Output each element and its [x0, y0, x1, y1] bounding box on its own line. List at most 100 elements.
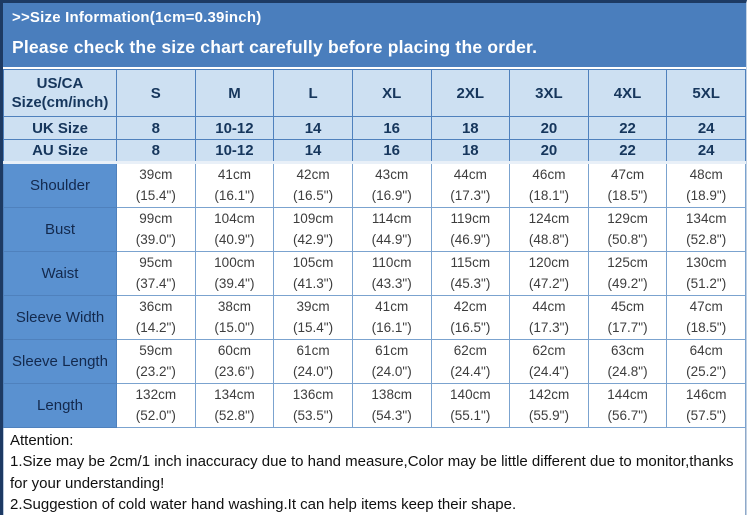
measurement-value-cell: 119cm (46.9") — [430, 207, 511, 252]
size-column-header: 5XL — [666, 69, 746, 117]
uk-size-value: 10-12 — [194, 116, 275, 140]
value-cm: 48cm — [689, 166, 723, 182]
value-cm: 136cm — [292, 386, 334, 402]
value-inch: (16.5") — [450, 319, 491, 335]
value-inch: (18.5") — [686, 319, 727, 335]
measurement-value-cell: 132cm (52.0") — [116, 383, 196, 428]
measurement-value-cell: 144cm (56.7") — [587, 383, 668, 428]
value-inch: (15.4") — [135, 187, 176, 203]
value-cm: 146cm — [685, 386, 727, 402]
size-table-body: Shoulder 39cm (15.4") 41cm (16.1") 42cm (16.5"… — [3, 162, 746, 428]
value-cm: 42cm — [453, 298, 487, 314]
value-cm: 47cm — [611, 166, 645, 182]
value-inch: (57.5") — [686, 407, 727, 423]
value-inch: (17.3") — [450, 187, 491, 203]
value-inch: (47.2") — [528, 275, 569, 291]
measurement-value-cell: 110cm (43.3") — [351, 251, 432, 296]
value-cm: 61cm — [296, 342, 330, 358]
measurement-label: Shoulder — [3, 162, 117, 208]
value-cm: 129cm — [607, 210, 648, 226]
value-cm: 99cm — [139, 210, 173, 226]
value-cm: 39cm — [139, 166, 173, 182]
value-cm: 47cm — [689, 298, 723, 314]
value-inch: (14.2") — [135, 319, 176, 335]
measurement-row: Waist 95cm (37.4") 100cm (39.4") 105cm (41.3")… — [3, 251, 746, 296]
measurement-value-cell: 104cm (40.9") — [194, 207, 275, 252]
value-inch: (56.7") — [607, 407, 648, 423]
au-size-value: 16 — [351, 139, 432, 164]
measurement-value-cell: 44cm (17.3") — [430, 162, 511, 208]
value-inch: (52.0") — [135, 407, 176, 423]
measurement-value-cell: 109cm (42.9") — [273, 207, 353, 252]
value-inch: (52.8") — [686, 231, 727, 247]
measurement-value-cell: 129cm (50.8") — [587, 207, 668, 252]
value-inch: (52.8") — [214, 407, 255, 423]
value-inch: (54.3") — [371, 407, 412, 423]
corner-header: US/CA Size(cm/inch) — [3, 69, 117, 117]
value-cm: 120cm — [528, 254, 570, 270]
attention-heading: Attention: — [10, 432, 74, 449]
value-inch: (39.4") — [214, 275, 255, 291]
value-cm: 44cm — [453, 166, 487, 182]
value-inch: (50.8") — [607, 231, 648, 247]
value-cm: 62cm — [532, 342, 566, 358]
measurement-row: Shoulder 39cm (15.4") 41cm (16.1") 42cm (16.5"… — [3, 162, 746, 208]
size-column-header: 3XL — [509, 69, 589, 117]
au-size-value: 22 — [587, 139, 668, 164]
value-cm: 132cm — [135, 386, 177, 402]
value-cm: 41cm — [217, 166, 251, 182]
value-cm: 38cm — [217, 298, 251, 314]
value-cm: 140cm — [450, 386, 491, 402]
value-cm: 64cm — [689, 342, 723, 358]
measurement-value-cell: 60cm (23.6") — [194, 339, 275, 384]
au-size-label: AU Size — [3, 139, 117, 164]
au-size-value: 10-12 — [194, 139, 275, 164]
value-inch: (48.8") — [528, 231, 569, 247]
measurement-value-cell: 105cm (41.3") — [273, 251, 353, 296]
uk-size-value: 20 — [509, 116, 589, 140]
measurement-value-cell: 138cm (54.3") — [351, 383, 432, 428]
uk-size-value: 24 — [666, 116, 746, 140]
au-size-value: 14 — [273, 139, 353, 164]
size-columns-row: US/CA Size(cm/inch) S M L XL 2XL 3XL 4XL 5XL — [3, 69, 746, 117]
au-size-value: 18 — [430, 139, 511, 164]
value-inch: (42.9") — [293, 231, 334, 247]
measurement-value-cell: 47cm (18.5") — [587, 162, 668, 208]
value-inch: (15.0") — [214, 319, 255, 335]
value-inch: (44.9") — [371, 231, 412, 247]
measurement-value-cell: 120cm (47.2") — [509, 251, 589, 296]
value-cm: 39cm — [296, 298, 330, 314]
measurement-value-cell: 63cm (24.8") — [587, 339, 668, 384]
value-cm: 63cm — [611, 342, 645, 358]
value-cm: 44cm — [532, 298, 566, 314]
value-cm: 110cm — [371, 254, 412, 270]
au-size-row: AU Size 8 10-12 14 16 18 20 22 24 — [3, 139, 746, 164]
measurement-value-cell: 146cm (57.5") — [666, 383, 746, 428]
value-inch: (16.5") — [293, 187, 334, 203]
value-cm: 41cm — [375, 298, 409, 314]
value-inch: (16.1") — [371, 319, 412, 335]
measurement-label: Sleeve Width — [3, 295, 117, 340]
measurement-value-cell: 114cm (44.9") — [351, 207, 432, 252]
measurement-row: Bust 99cm (39.0") 104cm (40.9") 109cm (42.9") 1… — [3, 207, 746, 252]
attention-section: Attention: 1.Size may be 2cm/1 inch inac… — [3, 428, 746, 515]
value-inch: (16.9") — [371, 187, 412, 203]
uk-size-value: 18 — [430, 116, 511, 140]
value-cm: 114cm — [371, 210, 412, 226]
measurement-value-cell: 64cm (25.2") — [666, 339, 746, 384]
value-cm: 100cm — [214, 254, 255, 270]
value-inch: (17.7") — [607, 319, 648, 335]
size-column-header: 4XL — [587, 69, 668, 117]
measurement-label: Length — [3, 383, 117, 428]
value-cm: 43cm — [375, 166, 409, 182]
value-cm: 60cm — [217, 342, 251, 358]
value-inch: (24.8") — [607, 363, 648, 379]
measurement-row: Length 132cm (52.0") 134cm (52.8") 136cm (53.5… — [3, 383, 746, 428]
measurement-value-cell: 134cm (52.8") — [194, 383, 275, 428]
value-inch: (53.5") — [293, 407, 334, 423]
measurement-value-cell: 115cm (45.3") — [430, 251, 511, 296]
value-inch: (55.9") — [528, 407, 569, 423]
size-column-header: L — [273, 69, 353, 117]
measurement-value-cell: 36cm (14.2") — [116, 295, 196, 340]
